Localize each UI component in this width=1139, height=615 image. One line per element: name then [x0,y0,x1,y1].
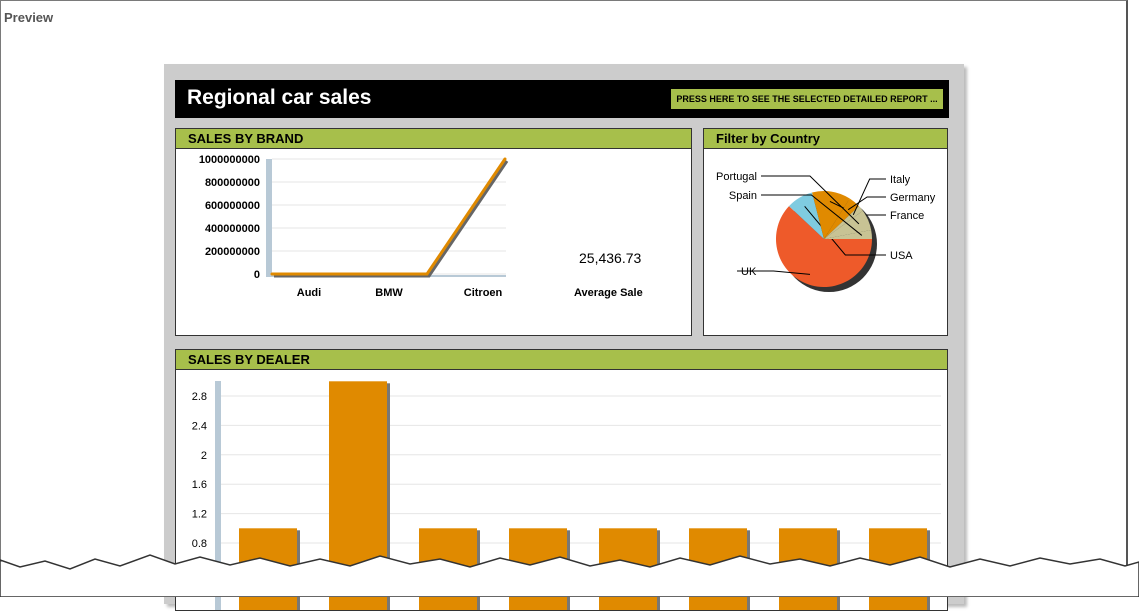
y-tick-label: 0 [254,269,260,281]
y-tick-label: 200000000 [205,246,260,258]
pie-label: Italy [890,174,911,186]
y-tick-label: 1000000000 [199,154,260,166]
sales-by-dealer-header: SALES BY DEALER [176,350,947,370]
page-title: Regional car sales [187,86,372,109]
y-tick-label: 2.4 [192,420,207,432]
pie-slice [776,206,872,287]
pie-label: Spain [729,190,757,202]
y-tick-label: 800000000 [205,177,260,189]
x-tick-label: BMW [375,287,403,299]
pie-leader-line [847,196,886,211]
y-tick-label: 0.8 [192,538,207,550]
sales-by-brand-panel: SALES BY BRAND 0 200000000 400000000 600000… [175,128,692,336]
pie-leader-line [761,194,863,236]
title-bar: Regional car sales PRESS HERE TO SEE THE… [175,80,949,118]
y-tick-label: 1.6 [192,479,207,491]
y-tick-label: 2.8 [192,391,207,403]
filter-by-country-header: Filter by Country [704,129,947,149]
series-line-shadow [274,160,509,278]
pie-label: UK [741,266,757,278]
x-tick-label: Audi [297,287,321,299]
data-point [425,272,429,276]
sales-by-brand-header: SALES BY BRAND [176,129,691,149]
pie-label: France [890,210,924,222]
average-sale-label: Average Sale [574,287,643,299]
x-tick-label: Citroen [464,287,503,299]
pie-slice [824,210,872,239]
pie-leader-line [804,205,886,256]
pie-label: Portugal [716,171,757,183]
preview-label: Preview [4,10,54,25]
data-point [503,157,507,161]
country-pie-chart[interactable]: UK USA France Germany Italy Portugal Spain [704,149,947,335]
filter-by-country-panel: Filter by Country UK USA France Germany Ital… [703,128,948,336]
torn-edge [0,554,1139,597]
pie-slice [824,230,872,239]
y-tick-label: 400000000 [205,223,260,235]
y-tick-label: 600000000 [205,200,260,212]
pie-label: Germany [890,192,936,204]
detailed-report-button[interactable]: PRESS HERE TO SEE THE SELECTED DETAILED … [671,89,943,109]
y-axis-bar [266,159,272,277]
pie-slice [789,192,824,239]
y-axis-bar [215,381,221,610]
sales-by-brand-chart[interactable]: 0 200000000 400000000 600000000 800000000 100… [176,149,691,335]
y-tick-label: 2 [201,450,207,462]
dashboard: Regional car sales PRESS HERE TO SEE THE… [164,64,964,615]
pie-leader-line [761,175,860,225]
y-tick-label: 1.2 [192,509,207,521]
data-point [270,272,274,276]
pie-leader-line [737,270,811,275]
average-sale-value: 25,436.73 [579,250,642,266]
pie-label: USA [890,250,913,262]
pie-leader-line [852,178,886,215]
